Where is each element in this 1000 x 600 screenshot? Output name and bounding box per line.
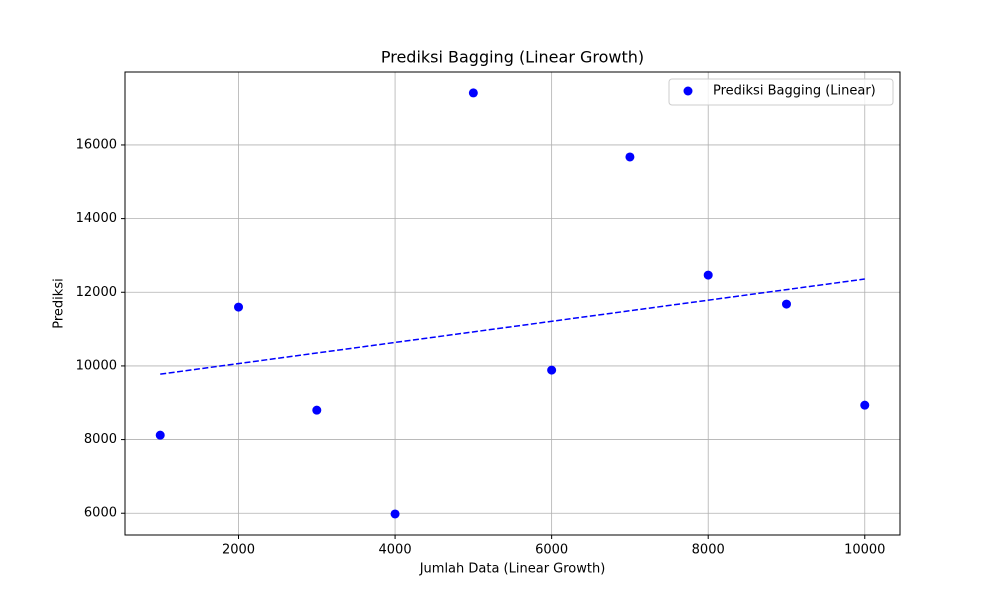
y-tick-label: 14000 (76, 211, 117, 226)
scatter-point (155, 430, 165, 440)
y-tick-label: 6000 (84, 506, 117, 521)
y-tick-label: 12000 (76, 285, 117, 300)
grid: 2000 4000 6000 8000 10000 6000 8000 10000 12000 1… (76, 72, 900, 558)
x-tick-label: 10000 (844, 543, 885, 558)
scatter-point (781, 299, 791, 309)
y-axis-label: Prediksi (52, 278, 67, 328)
scatter-point (234, 302, 244, 312)
y-tick-label: 8000 (84, 432, 117, 447)
legend-marker (683, 86, 693, 96)
scatter-point (390, 509, 400, 519)
scatter-point (312, 405, 322, 415)
x-tick-label: 4000 (379, 543, 412, 558)
chart-title: Prediksi Bagging (Linear Growth) (381, 48, 644, 67)
x-tick-label: 8000 (692, 543, 725, 558)
scatter-point (703, 270, 713, 280)
x-tick-label: 2000 (222, 543, 255, 558)
y-tick-label: 16000 (76, 137, 117, 152)
plot-frame (124, 71, 901, 536)
scatter-point (860, 400, 870, 410)
scatter-point (547, 365, 557, 375)
legend-box (668, 78, 894, 106)
marks (155, 88, 870, 519)
scatter-point (625, 152, 635, 162)
y-tick-label: 10000 (76, 358, 117, 373)
x-tick-label: 6000 (535, 543, 568, 558)
x-axis-label: Jumlah Data (Linear Growth) (419, 562, 606, 577)
scatter-point (468, 88, 478, 98)
legend: Prediksi Bagging (Linear) (668, 78, 894, 106)
trend-line (160, 278, 865, 375)
legend-label: Prediksi Bagging (Linear) (713, 84, 876, 99)
